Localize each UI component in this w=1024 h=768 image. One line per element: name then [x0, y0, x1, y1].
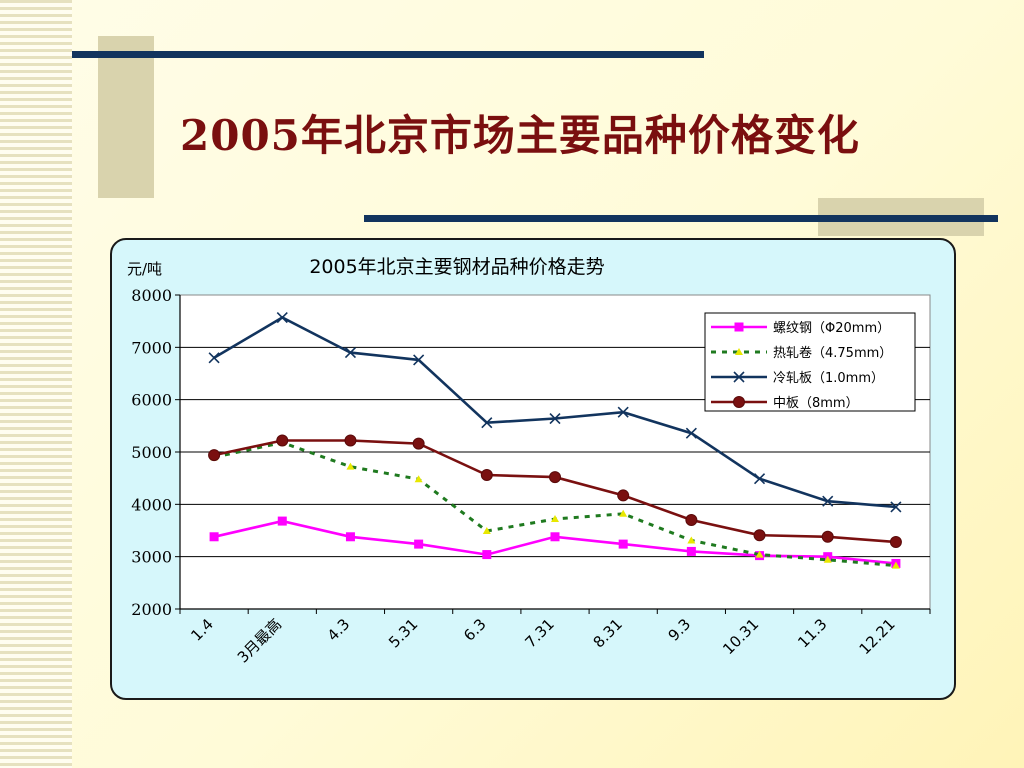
point-marker-circle [344, 434, 357, 447]
point-marker-square [550, 532, 560, 542]
legend-entry: 冷轧板（1.0mm） [773, 371, 884, 386]
point-marker-x [617, 406, 629, 418]
point-marker-square [345, 532, 355, 542]
x-tick-label: 11.3 [794, 615, 830, 651]
decorative-bar-mid [364, 215, 998, 222]
point-marker-triangle [735, 348, 743, 355]
x-tick-label: 7.31 [521, 615, 557, 651]
point-marker-circle [753, 529, 766, 542]
point-marker-x [208, 352, 220, 364]
point-marker-triangle [346, 462, 355, 470]
point-marker-square [482, 550, 492, 560]
point-marker-x [344, 347, 357, 359]
slide-title: 2005年北京市场主要品种价格变化 [180, 111, 860, 160]
chart-title: 2005年北京主要钢材品种价格走势 [309, 256, 604, 278]
y-tick-label: 5000 [131, 443, 172, 462]
point-marker-x [753, 473, 766, 485]
y-tick-label: 4000 [131, 495, 172, 514]
y-axis-unit-label: 元/吨 [127, 260, 162, 278]
point-marker-square [734, 322, 744, 332]
y-tick-label: 2000 [131, 600, 172, 619]
point-marker-triangle [823, 555, 832, 563]
point-marker-x [481, 417, 493, 429]
point-marker-circle [412, 437, 425, 450]
legend-entry: 中板（8mm） [773, 396, 859, 411]
point-marker-circle [480, 469, 493, 482]
y-tick-label: 3000 [131, 548, 172, 567]
point-marker-x [822, 495, 834, 507]
point-marker-x [685, 427, 697, 439]
point-marker-circle [733, 396, 745, 408]
x-tick-label: 4.3 [324, 615, 354, 645]
legend-entry: 螺纹钢（Φ20mm） [773, 321, 890, 336]
x-tick-label: 9.3 [665, 615, 695, 645]
point-marker-square [414, 539, 424, 549]
point-marker-triangle [482, 527, 491, 535]
point-marker-circle [685, 514, 698, 527]
x-tick-label: 5.31 [385, 615, 421, 651]
x-tick-label: 10.31 [719, 615, 762, 658]
x-tick-label: 8.31 [590, 615, 626, 651]
point-marker-circle [821, 530, 834, 543]
point-marker-circle [617, 489, 630, 502]
point-marker-square [618, 539, 628, 549]
point-marker-triangle [414, 475, 423, 483]
point-marker-circle [549, 471, 561, 484]
y-tick-label: 8000 [131, 286, 172, 305]
y-tick-label: 6000 [131, 391, 172, 410]
point-marker-triangle [619, 509, 628, 517]
decorative-block-top [98, 36, 154, 198]
point-marker-x [549, 412, 561, 425]
point-marker-square [686, 546, 696, 556]
line-chart: 元/吨 2005年北京主要钢材品种价格走势 8000 7000 6000 5000 4000… [127, 256, 931, 666]
x-tick-label: 6.3 [460, 615, 490, 645]
point-marker-triangle [687, 536, 696, 544]
y-tick-label: 7000 [131, 338, 172, 357]
point-marker-x [276, 311, 288, 324]
point-marker-triangle [891, 561, 900, 569]
point-marker-x [733, 371, 745, 383]
decorative-bar-top [72, 51, 704, 58]
decorative-stripes [0, 0, 72, 768]
x-tick-label: 3月最高 [234, 615, 285, 666]
point-marker-x [890, 501, 902, 513]
point-marker-triangle [755, 550, 764, 558]
point-marker-triangle [551, 514, 559, 522]
point-marker-circle [276, 434, 289, 447]
chart-container: 元/吨 2005年北京主要钢材品种价格走势 8000 7000 6000 5000 4000… [110, 238, 956, 700]
point-marker-square [277, 516, 287, 526]
point-marker-circle [889, 536, 902, 549]
point-marker-square [209, 532, 219, 542]
point-marker-x [413, 354, 425, 366]
point-marker-circle [208, 449, 221, 462]
x-tick-label: 1.4 [187, 615, 217, 645]
x-tick-label: 12.21 [856, 615, 899, 658]
legend-entry: 热轧卷（4.75mm） [773, 345, 892, 361]
